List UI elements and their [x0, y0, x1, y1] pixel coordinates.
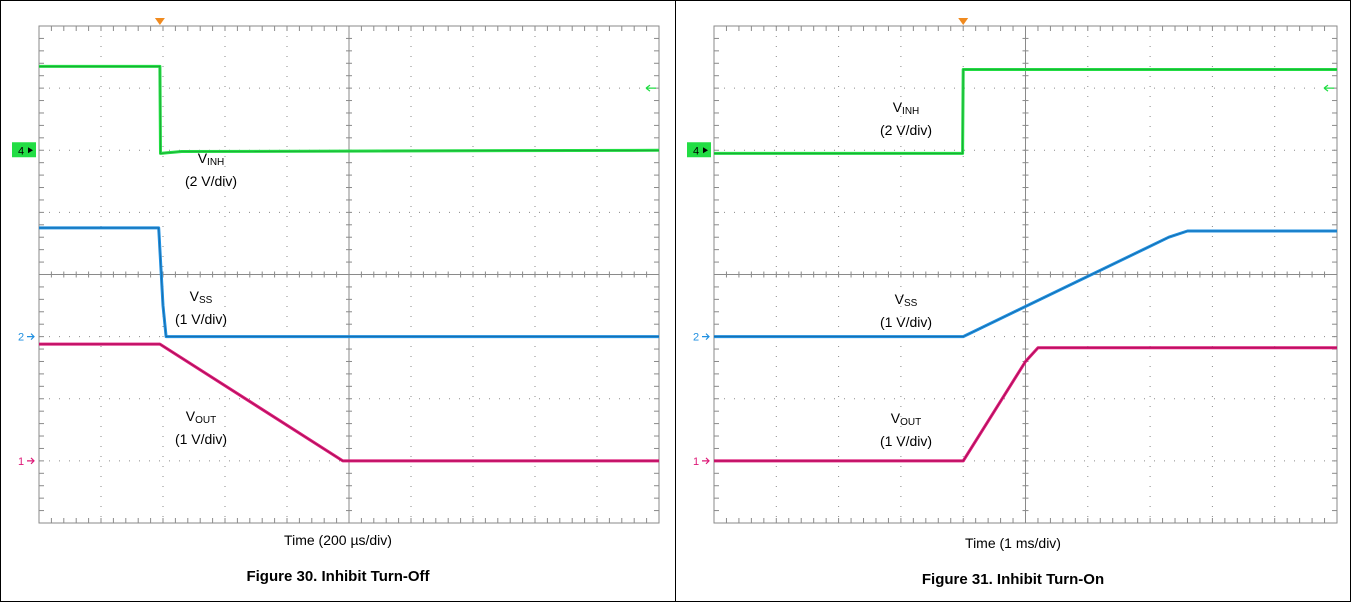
vout-trace-label: VOUT (1 V/div): [856, 409, 956, 451]
figure-caption: Figure 30. Inhibit Turn-Off: [246, 568, 430, 585]
vinh-trace-label: VINH (2 V/div): [856, 98, 956, 140]
vout-scale: (1 V/div): [879, 433, 933, 449]
vinh-name: VINH: [892, 99, 920, 117]
figure-caption: Figure 31. Inhibit Turn-On: [921, 571, 1105, 588]
channel-marker-arrow-icon: [702, 457, 710, 465]
vout-trace-noise: [714, 347, 1337, 462]
vout-trace-noise: [39, 343, 659, 462]
trigger-marker-icon: [958, 18, 969, 25]
vout-trace: [39, 342, 659, 463]
vout-trace: [714, 346, 1337, 463]
vss-name: VSS: [894, 291, 918, 309]
channel-marker-badge: [687, 142, 711, 158]
vout-trace-label: VOUT (1 V/div): [151, 407, 251, 449]
channel-marker-arrow-icon: [703, 147, 708, 154]
vout-name: VOUT: [185, 408, 217, 426]
scope-plot-figure-30: 4 2 1: [12, 18, 660, 524]
channel-marker-arrow-icon: [702, 333, 710, 341]
vout-name: VOUT: [890, 410, 922, 428]
vinh-trace-noise: [39, 66, 660, 154]
vinh-trace: [714, 68, 1337, 155]
trigger-level-arrow-icon: [645, 84, 656, 92]
vinh-scale: (2 V/div): [184, 173, 238, 189]
channel-marker-label: 4: [18, 145, 24, 157]
trigger-level-arrow-icon: [1323, 84, 1334, 92]
channel-marker-arrow-icon: [27, 457, 35, 465]
channel-marker-label: 1: [693, 456, 699, 468]
vinh-trace: [39, 64, 660, 155]
vinh-trace-label: VINH (2 V/div): [161, 149, 261, 191]
channel-marker-arrow-icon: [27, 333, 35, 341]
vss-scale: (1 V/div): [174, 311, 228, 327]
scope-plot-figure-31: 4 2 1: [687, 18, 1338, 524]
vss-name: VSS: [189, 288, 213, 306]
channel-marker-label: 2: [18, 332, 24, 344]
vout-scale: (1 V/div): [174, 431, 228, 447]
vinh-trace-noise: [714, 69, 1337, 154]
channel-marker-label: 4: [693, 145, 699, 157]
vss-trace: [714, 229, 1337, 339]
vss-trace-label: VSS (1 V/div): [151, 287, 251, 329]
vss-trace-noise: [39, 227, 659, 337]
vss-trace: [39, 226, 659, 339]
figure-30-panel: 4 2 1 VINH (2 V/div) VSS (1 V/div) VOUT (1…: [0, 0, 676, 602]
trigger-marker-icon: [154, 18, 165, 25]
vinh-name: VINH: [197, 150, 225, 168]
channel-marker-arrow-icon: [28, 147, 33, 154]
vss-scale: (1 V/div): [879, 314, 933, 330]
channel-marker-badge: [12, 142, 36, 158]
x-axis-label: Time (1 ms/div): [965, 535, 1061, 551]
vinh-scale: (2 V/div): [879, 122, 933, 138]
x-axis-label: Time (200 µs/div): [284, 532, 392, 548]
figure-31-panel: 4 2 1 VINH (2 V/div) VSS (1 V/div) VOUT (1…: [675, 0, 1351, 602]
vss-trace-noise: [714, 230, 1337, 337]
channel-marker-label: 1: [18, 456, 24, 468]
channel-marker-label: 2: [693, 332, 699, 344]
vss-trace-label: VSS (1 V/div): [856, 290, 956, 332]
